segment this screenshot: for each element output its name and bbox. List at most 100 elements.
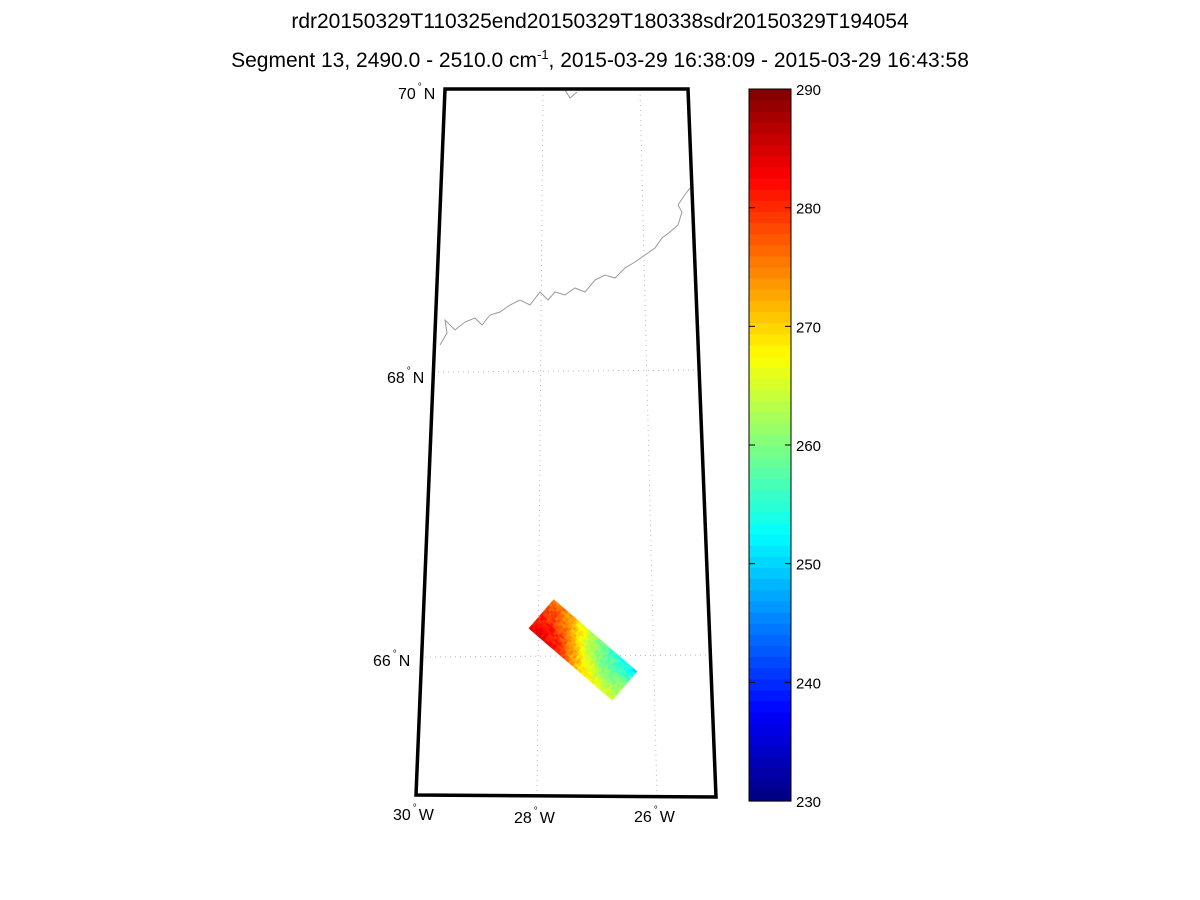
- colorbar-band: [749, 723, 791, 735]
- colorbar-tick-label: 260: [796, 438, 821, 455]
- swath-cell: [633, 669, 638, 674]
- colorbar-band: [749, 133, 791, 146]
- colorbar-tick-label: 230: [796, 794, 821, 811]
- colorbar-band: [749, 500, 791, 513]
- colorbar-band: [749, 456, 791, 468]
- colorbar-band: [749, 712, 791, 724]
- colorbar-band: [749, 678, 791, 691]
- colorbar-band: [749, 634, 791, 646]
- colorbar-band: [749, 400, 791, 413]
- colorbar-band: [749, 411, 791, 424]
- lon-label-30: 30 ° W: [393, 803, 435, 824]
- swath-cell: [617, 687, 622, 692]
- swath-cell: [626, 676, 632, 681]
- colorbar-band: [749, 289, 791, 301]
- colorbar-band: [749, 756, 791, 769]
- colorbar-band: [749, 522, 791, 535]
- gridline-lon-26: [639, 89, 658, 798]
- colorbar-band: [749, 478, 791, 491]
- swath-cell: [611, 694, 616, 699]
- colorbar-band: [749, 211, 791, 224]
- colorbar-band: [749, 578, 791, 591]
- data-swath: [528, 599, 638, 701]
- lat-label-70: 70 ° N: [398, 82, 435, 103]
- chart-title: rdr20150329T110325end20150329T180338sdr2…: [291, 10, 909, 33]
- colorbar-band: [749, 122, 791, 135]
- swath-cell: [619, 685, 624, 690]
- colorbar-band: [749, 255, 791, 268]
- colorbar-band: [749, 189, 791, 201]
- colorbar-band: [749, 467, 791, 479]
- swath-cell: [612, 692, 618, 697]
- lat-label-68: 68 ° N: [387, 366, 424, 387]
- colorbar-band: [749, 311, 791, 324]
- colorbar-band: [749, 356, 791, 368]
- swath-cell: [620, 683, 625, 688]
- gridline-lon-28: [536, 89, 544, 797]
- colorbar-band: [749, 623, 791, 635]
- colorbar-band: [749, 589, 791, 602]
- colorbar-band: [749, 433, 791, 446]
- lon-label-28: 28 ° W: [514, 806, 556, 827]
- swath-cell: [625, 678, 630, 683]
- colorbar-band: [749, 111, 791, 123]
- colorbar-band: [749, 734, 791, 746]
- colorbar-band: [749, 556, 791, 568]
- lat-label-66: 66 ° N: [373, 649, 410, 670]
- colorbar-band: [749, 89, 791, 101]
- subtitle-suffix: , 2015-03-29 16:38:09 - 2015-03-29 16:43…: [548, 49, 969, 72]
- colorbar-band: [749, 222, 791, 235]
- colorbar-band: [749, 100, 791, 112]
- colorbar-band: [749, 155, 791, 168]
- colorbar-band: [749, 422, 791, 435]
- graticule: [424, 89, 712, 798]
- colorbar-band: [749, 144, 791, 157]
- colorbar-band: [749, 534, 791, 546]
- colorbar-band: [749, 300, 791, 313]
- swath-cell: [629, 672, 635, 678]
- colorbar-band: [749, 344, 791, 357]
- colorbar-band: [749, 200, 791, 212]
- colorbar-band: [749, 278, 791, 290]
- coastline: [439, 89, 691, 346]
- colorbar-tick-label: 290: [796, 82, 821, 99]
- colorbar: [749, 89, 791, 802]
- colorbar-band: [749, 545, 791, 557]
- colorbar-band: [749, 645, 791, 657]
- colorbar-band: [749, 611, 791, 624]
- colorbar-band: [749, 244, 791, 257]
- subtitle-superscript: -1: [536, 47, 549, 62]
- colorbar-tick-label: 280: [796, 201, 821, 218]
- colorbar-band: [749, 689, 791, 702]
- colorbar-band: [749, 333, 791, 346]
- colorbar-band: [749, 767, 791, 780]
- colorbar-band: [749, 567, 791, 580]
- swath-cell: [631, 671, 636, 676]
- swath-cell: [614, 690, 619, 696]
- swath-cell: [628, 674, 633, 679]
- colorbar-band: [749, 600, 791, 613]
- colorbar-band: [749, 489, 791, 502]
- map-frame: [414, 87, 718, 799]
- colorbar-tick-label: 270: [796, 319, 821, 336]
- swath-cell: [623, 680, 629, 685]
- colorbar-band: [749, 367, 791, 379]
- colorbar-ticks: 290 280 270 260 250 240 230: [749, 82, 821, 811]
- swath-cell: [622, 681, 627, 687]
- colorbar-band: [749, 166, 791, 179]
- colorbar-band: [749, 511, 791, 524]
- colorbar-band: [749, 445, 791, 457]
- colorbar-band: [749, 700, 791, 713]
- colorbar-band: [749, 789, 791, 802]
- chart-subtitle: Segment 13, 2490.0 - 2510.0 cm-1, 2015-0…: [0, 47, 1200, 73]
- colorbar-band: [749, 667, 791, 680]
- colorbar-band: [749, 656, 791, 669]
- colorbar-band: [749, 178, 791, 190]
- colorbar-tick-label: 240: [796, 675, 821, 692]
- colorbar-band: [749, 389, 791, 402]
- subtitle-prefix: Segment 13, 2490.0 - 2510.0 cm: [231, 49, 537, 72]
- colorbar-tick-label: 250: [796, 557, 821, 574]
- colorbar-band: [749, 322, 791, 335]
- swath-cell: [616, 689, 621, 694]
